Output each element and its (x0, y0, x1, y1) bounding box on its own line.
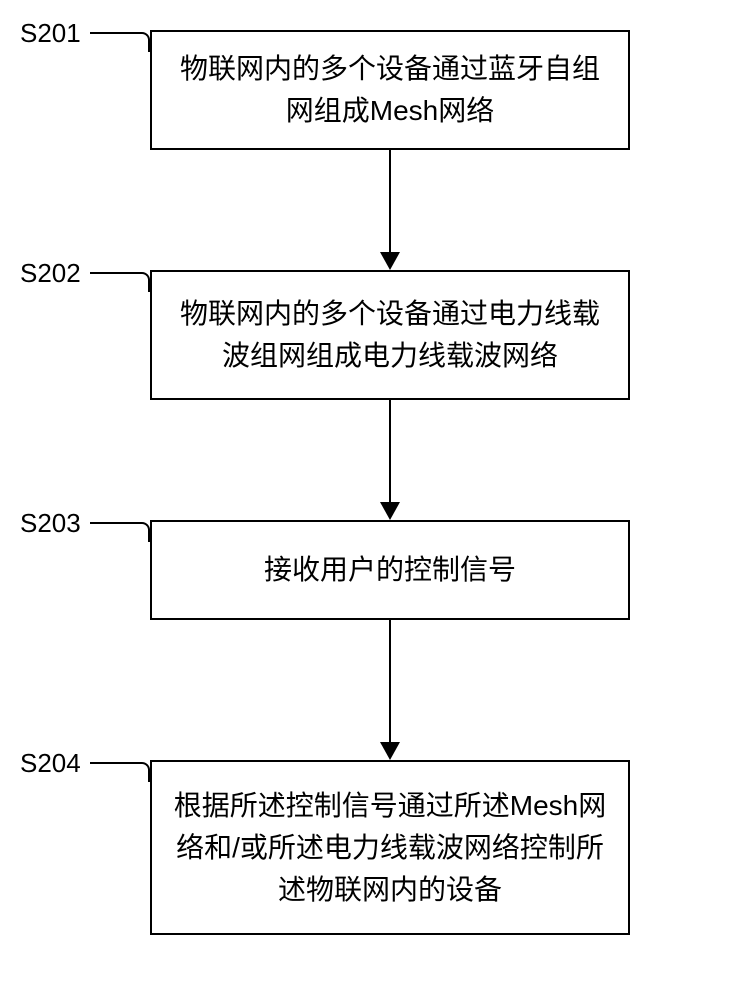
step-box-s201: 物联网内的多个设备通过蓝牙自组网组成Mesh网络 (150, 30, 630, 150)
label-connector-s201 (90, 32, 150, 52)
step-box-s203: 接收用户的控制信号 (150, 520, 630, 620)
arrow-line-2 (389, 400, 391, 502)
label-connector-s204 (90, 762, 150, 782)
label-connector-s203 (90, 522, 150, 542)
arrow-line-1 (389, 150, 391, 252)
step-text-s202: 物联网内的多个设备通过电力线载波组网组成电力线载波网络 (172, 293, 608, 377)
arrow-head-2 (380, 502, 400, 520)
step-label-s201: S201 (20, 18, 81, 49)
step-label-s204: S204 (20, 748, 81, 779)
step-text-s201: 物联网内的多个设备通过蓝牙自组网组成Mesh网络 (172, 48, 608, 132)
arrow-head-3 (380, 742, 400, 760)
step-label-s203: S203 (20, 508, 81, 539)
label-connector-s202 (90, 272, 150, 292)
step-text-s203: 接收用户的控制信号 (264, 549, 516, 591)
step-box-s202: 物联网内的多个设备通过电力线载波组网组成电力线载波网络 (150, 270, 630, 400)
step-text-s204: 根据所述控制信号通过所述Mesh网络和/或所述电力线载波网络控制所述物联网内的设… (172, 785, 608, 911)
step-box-s204: 根据所述控制信号通过所述Mesh网络和/或所述电力线载波网络控制所述物联网内的设… (150, 760, 630, 935)
step-label-s202: S202 (20, 258, 81, 289)
flowchart-container: S201 物联网内的多个设备通过蓝牙自组网组成Mesh网络 S202 物联网内的… (0, 0, 737, 1000)
arrow-head-1 (380, 252, 400, 270)
arrow-line-3 (389, 620, 391, 742)
